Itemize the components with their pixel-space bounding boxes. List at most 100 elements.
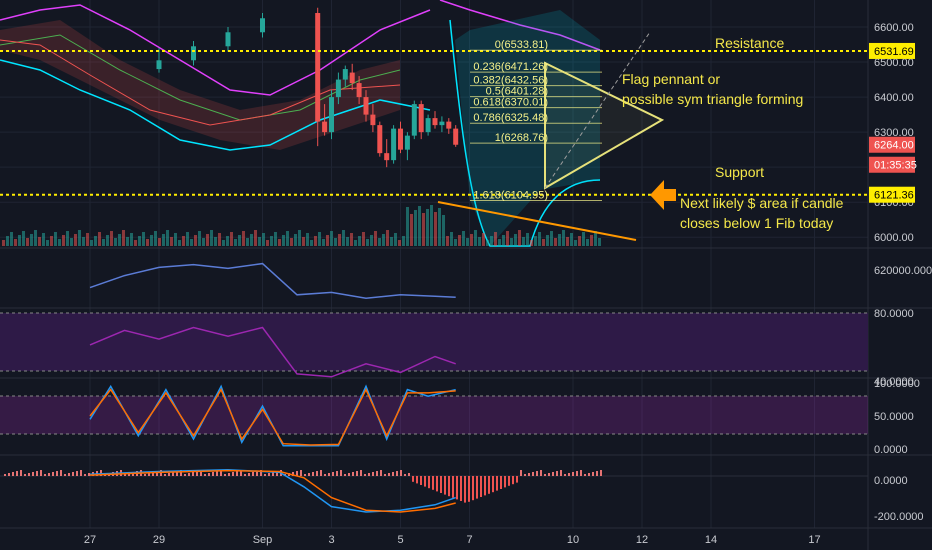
- volume-bar: [538, 232, 541, 246]
- stoch-tick-label: 0.0000: [874, 444, 908, 456]
- volume-bar: [410, 214, 413, 246]
- macd-tick-label: 0.0000: [874, 475, 908, 487]
- macd-histogram-bar: [232, 472, 234, 476]
- volume-bar: [102, 239, 105, 246]
- volume-bar: [394, 233, 397, 246]
- volume-bar: [202, 238, 205, 246]
- macd-histogram-bar: [168, 473, 170, 476]
- macd-histogram-bar: [436, 476, 438, 492]
- volume-bar: [18, 235, 21, 246]
- volume-bar: [362, 232, 365, 246]
- candle-body: [384, 153, 390, 161]
- volume-bar: [6, 236, 9, 246]
- volume-bar: [162, 234, 165, 246]
- macd-histogram-bar: [164, 474, 166, 476]
- volume-bar: [458, 235, 461, 246]
- volume-bar: [546, 235, 549, 246]
- fib-level-label: 0.5(6401.28): [486, 86, 548, 98]
- stoch-band: [0, 396, 868, 434]
- volume-bar: [118, 234, 121, 246]
- macd-histogram-bar: [532, 472, 534, 476]
- macd-histogram-bar: [576, 471, 578, 476]
- macd-histogram-bar: [492, 476, 494, 493]
- macd-histogram-bar: [32, 472, 34, 476]
- macd-histogram-bar: [224, 474, 226, 476]
- macd-histogram-bar: [16, 471, 18, 476]
- volume-bar: [482, 233, 485, 246]
- ichimoku-cloud-area: [0, 20, 400, 150]
- macd-histogram-bar: [404, 474, 406, 476]
- volume-bar: [94, 236, 97, 246]
- volume-bar: [566, 237, 569, 246]
- pennant-triangle: [544, 61, 665, 190]
- macd-histogram-bar: [600, 470, 602, 476]
- macd-histogram-bar: [328, 473, 330, 476]
- volume-bar: [262, 233, 265, 246]
- x-tick-label: 3: [328, 534, 334, 546]
- volume-bar: [422, 213, 425, 246]
- volume-bar: [114, 238, 117, 246]
- macd-histogram-bar: [296, 471, 298, 476]
- macd-histogram-bar: [504, 476, 506, 488]
- macd-histogram-bar: [556, 471, 558, 476]
- macd-tick-label: -200.0000: [874, 511, 924, 523]
- volume-bar: [406, 207, 409, 246]
- macd-histogram-bar: [512, 476, 514, 485]
- x-tick-label: 29: [153, 534, 165, 546]
- volume-bar: [190, 239, 193, 246]
- candle-body: [342, 69, 348, 80]
- x-tick-label: 12: [636, 534, 648, 546]
- macd-histogram-bar: [500, 476, 502, 489]
- macd-histogram-bar: [336, 471, 338, 476]
- macd-histogram-bar: [476, 476, 478, 499]
- macd-histogram-bar: [48, 473, 50, 476]
- macd-signal-line: [89, 469, 456, 513]
- macd-histogram-bar: [80, 470, 82, 476]
- volume-bar: [226, 236, 229, 246]
- macd-histogram-bar: [352, 472, 354, 476]
- volume-bar: [74, 234, 77, 246]
- macd-histogram-bar: [36, 471, 38, 476]
- macd-line: [89, 468, 456, 513]
- volume-bar: [562, 230, 565, 246]
- volume-bar: [134, 240, 137, 246]
- macd-histogram-bar: [84, 474, 86, 476]
- resistance-label: Resistance: [715, 35, 784, 51]
- macd-histogram-bar: [324, 474, 326, 476]
- candle-body: [225, 32, 231, 47]
- volume-bar: [350, 233, 353, 246]
- fib-level-label: 0.382(6432.56): [473, 75, 548, 87]
- price-label-box: [869, 42, 915, 59]
- macd-histogram-bar: [292, 472, 294, 476]
- macd-histogram-bar: [256, 471, 258, 476]
- candle-body: [363, 97, 369, 115]
- candle-body: [335, 79, 341, 98]
- price-label-support: 6121.36: [874, 190, 914, 202]
- macd-histogram-bar: [100, 470, 102, 476]
- price-label-box: [869, 186, 915, 203]
- x-tick-label: 5: [397, 534, 403, 546]
- macd-histogram-bar: [172, 472, 174, 476]
- obv-tick-label: 620000.0000: [874, 265, 932, 277]
- macd-histogram-bar: [468, 476, 470, 502]
- macd-histogram-bar: [488, 476, 490, 494]
- volume-bar: [574, 240, 577, 246]
- macd-histogram-bar: [572, 472, 574, 476]
- x-tick-label: 27: [84, 534, 96, 546]
- macd-histogram-bar: [196, 471, 198, 476]
- macd-histogram-bar: [364, 474, 366, 476]
- macd-histogram-bar: [8, 473, 10, 476]
- volume-bar: [326, 235, 329, 246]
- volume-bar: [474, 230, 477, 246]
- text-labels: 27 29 Sep 3 5 7 10 12 14 17 6600.00 6500.00 6400.00 6…: [84, 22, 932, 546]
- candle-body: [404, 135, 410, 150]
- volume-bar: [42, 233, 45, 246]
- volume-bar: [330, 231, 333, 246]
- macd-histogram-bar: [300, 470, 302, 476]
- volume-bar: [518, 230, 521, 246]
- volume-bar: [10, 232, 13, 246]
- volume-bar: [402, 236, 405, 246]
- volume-bar: [338, 234, 341, 246]
- fib-level-label: 0.786(6325.48): [473, 112, 548, 124]
- macd-histogram-bar: [184, 474, 186, 476]
